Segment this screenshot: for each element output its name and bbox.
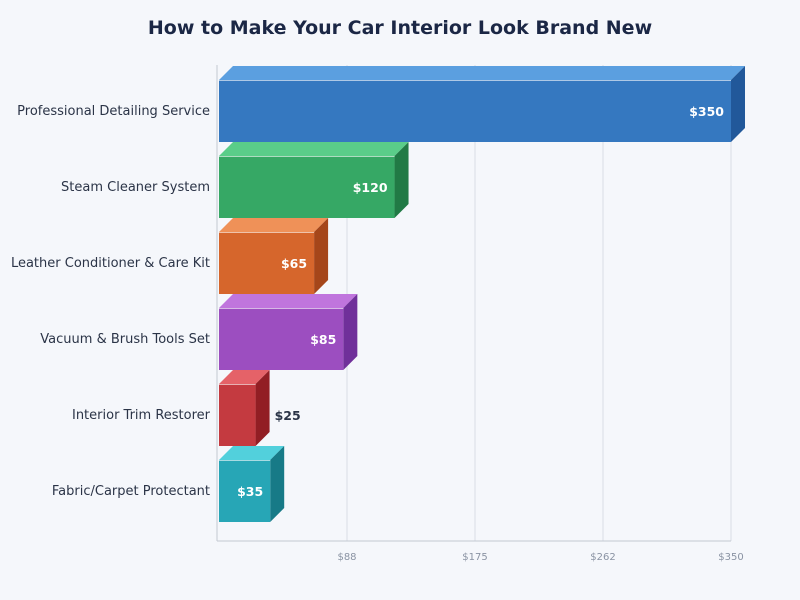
bar-side — [270, 446, 285, 522]
bar-top — [219, 446, 285, 460]
bar — [219, 142, 409, 218]
bar-front — [219, 80, 731, 142]
bar-side — [343, 294, 358, 370]
bar — [219, 294, 358, 370]
bar — [219, 218, 329, 294]
category-label: Interior Trim Restorer — [72, 408, 211, 423]
data-label: $65 — [281, 256, 307, 271]
data-label: $350 — [689, 104, 724, 119]
bar — [219, 446, 285, 522]
bar-front — [219, 232, 315, 294]
data-label: $25 — [275, 408, 301, 423]
bar-top — [219, 66, 745, 80]
bar-top — [219, 370, 270, 384]
bar-side — [255, 370, 270, 446]
data-label: $85 — [310, 332, 336, 347]
category-label: Vacuum & Brush Tools Set — [40, 332, 210, 347]
data-label: $35 — [237, 484, 263, 499]
data-label: $120 — [353, 180, 388, 195]
x-tick-label: $350 — [718, 552, 743, 563]
category-label: Professional Detailing Service — [17, 104, 210, 119]
bar-side — [394, 142, 409, 218]
bar-front — [219, 156, 395, 218]
category-label: Leather Conditioner & Care Kit — [11, 256, 210, 271]
bar-front — [219, 460, 271, 522]
bar — [219, 370, 270, 446]
bar-side — [314, 218, 329, 294]
bar-top — [219, 142, 409, 156]
x-tick-label: $175 — [462, 552, 487, 563]
bar-front — [219, 384, 256, 446]
category-label: Fabric/Carpet Protectant — [52, 484, 210, 499]
bar-top — [219, 294, 358, 308]
x-tick-label: $88 — [337, 552, 356, 563]
bar-front — [219, 308, 344, 370]
bar-top — [219, 218, 329, 232]
bar-side — [731, 66, 745, 142]
chart-title: How to Make Your Car Interior Look Brand… — [148, 17, 652, 39]
x-tick-label: $262 — [590, 552, 615, 563]
bar — [219, 66, 745, 142]
category-label: Steam Cleaner System — [61, 180, 210, 195]
